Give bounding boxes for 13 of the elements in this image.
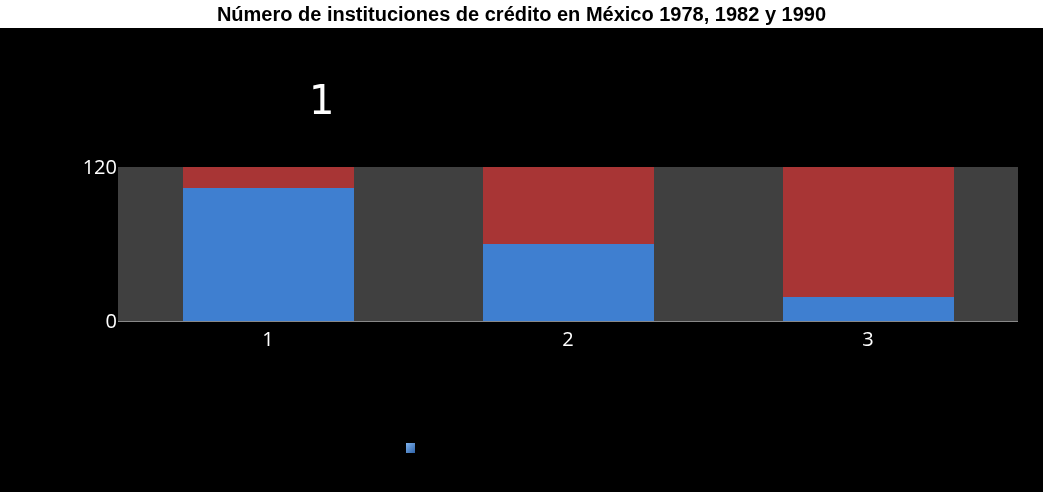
bar <box>182 187 354 321</box>
chart-title: Número de instituciones de crédito en México 1978, 1982 y 1990 <box>215 2 828 27</box>
x-tick-label: 1 <box>262 325 274 352</box>
x-tick-label: 2 <box>562 325 574 352</box>
bar <box>782 296 954 321</box>
bar <box>482 244 654 321</box>
bar <box>182 167 354 188</box>
bar <box>482 167 654 244</box>
y-tick-label: 0 <box>105 307 117 334</box>
y-tick-label: 120 <box>82 153 117 180</box>
bar <box>782 167 954 297</box>
text: 1 <box>309 77 335 123</box>
x-tick-label: 3 <box>862 325 874 352</box>
